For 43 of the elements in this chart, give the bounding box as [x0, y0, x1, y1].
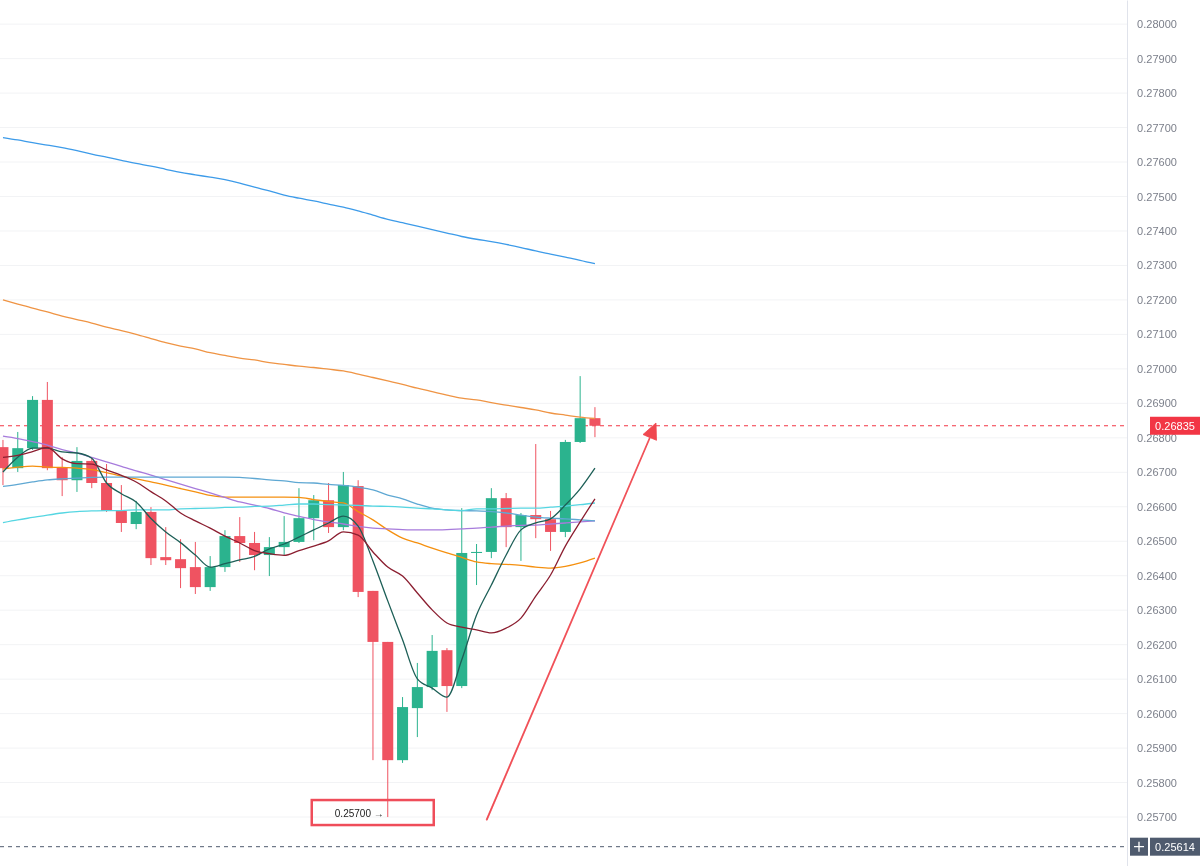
y-tick-label: 0.26900: [1137, 397, 1177, 410]
annotation: 0.25700 →: [334, 808, 384, 820]
y-tick-label: 0.27900: [1137, 52, 1177, 65]
ref-line-label: 0.26835: [1155, 419, 1195, 432]
y-tick-label: 0.26000: [1137, 707, 1177, 720]
y-tick-label: 0.27700: [1137, 121, 1177, 134]
line-series: [2, 502, 596, 524]
candlestick: [115, 484, 127, 533]
line-series: [2, 447, 596, 698]
candlestick: [175, 538, 187, 589]
y-tick-label: 0.26100: [1137, 673, 1177, 686]
y-tick-label: 0.27200: [1137, 293, 1177, 306]
y-tick-label: 0.28000: [1137, 18, 1177, 31]
y-tick-label: 0.26300: [1137, 604, 1177, 617]
y-tick-label: 0.26800: [1137, 431, 1177, 444]
candlestick: [293, 487, 305, 544]
y-tick-label: 0.25900: [1137, 742, 1177, 755]
y-tick-label: 0.27600: [1137, 156, 1177, 169]
y-tick-label: 0.25700: [1137, 811, 1177, 824]
y-tick-label: 0.26600: [1137, 500, 1177, 513]
y-tick-label: 0.27400: [1137, 225, 1177, 237]
candlestick: [234, 516, 246, 563]
y-tick-label: 0.27800: [1137, 87, 1177, 100]
candlestick: [189, 541, 201, 595]
y-tick-label: 0.25800: [1137, 776, 1177, 789]
y-tick-label: 0.27300: [1137, 259, 1177, 272]
y-tick-label: 0.26500: [1137, 535, 1177, 548]
candlestick: [589, 406, 601, 438]
candlestick: [471, 543, 483, 586]
y-tick-label: 0.26700: [1137, 466, 1177, 479]
line-series: [2, 446, 596, 634]
candlestick: [574, 375, 586, 444]
line-series: [2, 136, 596, 265]
y-tick-label: 0.26200: [1137, 638, 1177, 651]
y-tick-label: 0.27100: [1137, 328, 1177, 341]
candlestick: [204, 555, 216, 592]
candlestick: [411, 662, 423, 738]
ref-line-label: 0.25614: [1155, 840, 1195, 853]
y-tick-label: 0.27500: [1137, 190, 1177, 203]
y-tick-label: 0.27000: [1137, 362, 1177, 375]
candlestick: [130, 500, 142, 530]
y-tick-label: 0.26400: [1137, 569, 1177, 582]
candlestick: [160, 526, 172, 566]
